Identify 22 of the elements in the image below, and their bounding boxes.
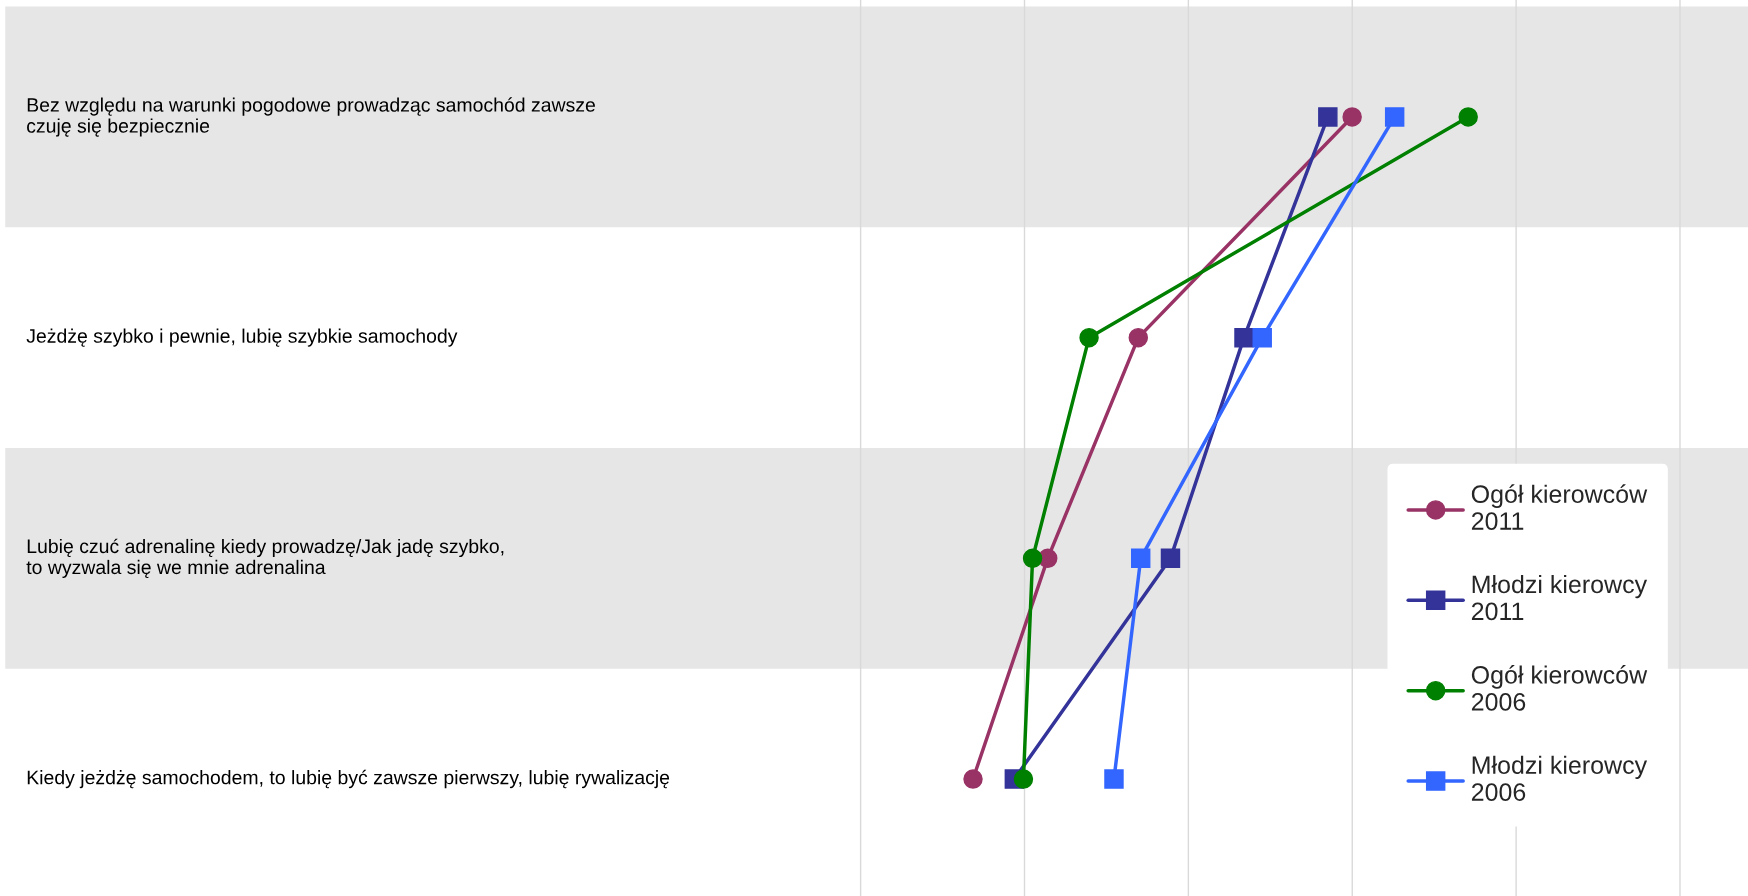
- y-tick-label: Bez względu na warunki pogodowe prowadząc samochód zawsze czuję się bezpiecznie: [27, 97, 595, 137]
- point: [1318, 107, 1338, 127]
- y-tick-label: Kiedy jeżdżę samochodem, to lubię być zawsze pierwszy, lubię rywalizację: [27, 769, 670, 789]
- point: [1013, 769, 1034, 789]
- y-tick-label: Jeżdżę szybko i pewnie, lubię szybkie samochody: [26, 328, 458, 347]
- point: [1342, 107, 1362, 127]
- legend-label: Młodzi kierowcy 2006: [1471, 755, 1648, 801]
- legend-label: Ogół kierowców 2011: [1471, 484, 1648, 530]
- point: [1234, 327, 1254, 348]
- point: [1022, 548, 1043, 569]
- point: [1160, 548, 1181, 569]
- point: [963, 769, 983, 789]
- legend-label: Ogół kierowców 2006: [1471, 665, 1648, 711]
- point: [1458, 107, 1478, 127]
- point: [1104, 769, 1124, 789]
- legend-label: Młodzi kierowcy 2011: [1471, 574, 1648, 621]
- y-tick-label: Lubię czuć adrenalinę kiedy prowadzę/Jak jadę szybko, to wyzwala się we mnie adrenalina: [26, 538, 504, 579]
- point: [1252, 327, 1272, 348]
- point: [1128, 327, 1149, 348]
- point: [1384, 107, 1405, 127]
- point: [1130, 548, 1151, 569]
- point: [1079, 327, 1099, 348]
